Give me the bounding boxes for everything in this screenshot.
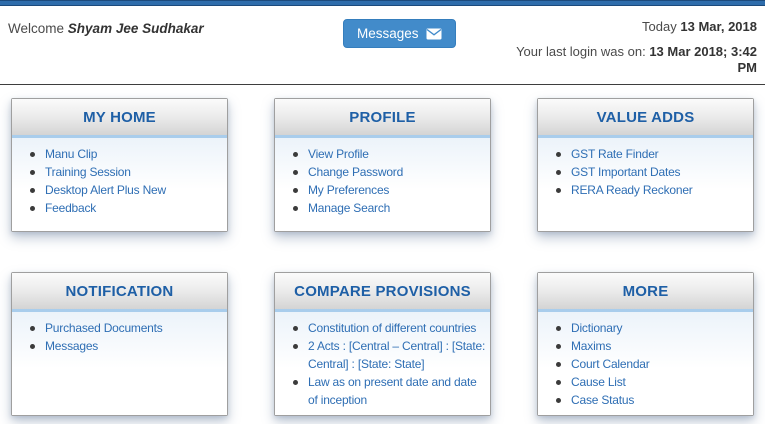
panel-link[interactable]: View Profile (293, 145, 486, 163)
panel-title: PROFILE (349, 108, 416, 126)
panel-link[interactable]: Training Session (30, 163, 223, 181)
panel: MY HOME Manu Clip Training Session Desktop… (11, 98, 228, 232)
last-login-prefix: Your last login was on: (516, 44, 646, 59)
header-divider (0, 84, 765, 85)
last-login-value: 13 Mar 2018; 3:42 PM (649, 44, 757, 75)
top-strip (0, 0, 765, 6)
last-login-line: Your last login was on: 13 Mar 2018; 3:4… (505, 44, 757, 76)
panel: MORE Dictionary Maxims Court Calendar Cause… (537, 272, 754, 416)
panel-link[interactable]: Desktop Alert Plus New (30, 181, 223, 199)
panel-list: GST Rate Finder GST Important Dates RERA R… (538, 138, 753, 231)
panel-link[interactable]: Purchased Documents (30, 319, 223, 337)
panel-link[interactable]: Maxims (556, 337, 749, 355)
panel-list: Manu Clip Training Session Desktop Alert P… (12, 138, 227, 231)
today-prefix: Today (642, 19, 677, 34)
panel-list: Constitution of different countries 2 Act… (275, 312, 490, 415)
panel-list: Dictionary Maxims Court Calendar Cause List… (538, 312, 753, 415)
panel-link[interactable]: Law as on present date and date of incep… (293, 373, 486, 409)
panel-list: View Profile Change Password My Preference… (275, 138, 490, 231)
panel-link[interactable]: 2 Acts : [Central – Central] : [State: C… (293, 337, 486, 373)
panel: NOTIFICATION Purchased Documents Messages (11, 272, 228, 416)
panel-header: COMPARE PROVISIONS (275, 273, 490, 312)
panel-link[interactable]: Feedback (30, 199, 223, 217)
panel-link[interactable]: Court Calendar (556, 355, 749, 373)
login-info: Today 13 Mar, 2018 Your last login was o… (505, 19, 757, 76)
panel-link[interactable]: GST Rate Finder (556, 145, 749, 163)
messages-button-label: Messages (357, 26, 419, 41)
panel-header: NOTIFICATION (12, 273, 227, 312)
panel-link[interactable]: RERA Ready Reckoner (556, 181, 749, 199)
panel-header: PROFILE (275, 99, 490, 138)
panel-link[interactable]: Change Password (293, 163, 486, 181)
panel-header: MY HOME (12, 99, 227, 138)
panel-link[interactable]: Manu Clip (30, 145, 223, 163)
welcome-prefix: Welcome (8, 21, 65, 36)
panel-link[interactable]: Constitution of different countries (293, 319, 486, 337)
panel-list: Purchased Documents Messages (12, 312, 227, 415)
envelope-icon (426, 28, 442, 39)
panel-link[interactable]: My Preferences (293, 181, 486, 199)
today-date: 13 Mar, 2018 (680, 19, 757, 34)
panel-title: COMPARE PROVISIONS (294, 282, 471, 300)
panel-link[interactable]: Cause List (556, 373, 749, 391)
panel-title: MY HOME (83, 108, 156, 126)
panel-grid: MY HOME Manu Clip Training Session Desktop… (0, 85, 765, 416)
panel: PROFILE View Profile Change Password My Pr… (274, 98, 491, 232)
panel-header: MORE (538, 273, 753, 312)
today-line: Today 13 Mar, 2018 (505, 19, 757, 35)
header-bar: Welcome Shyam Jee Sudhakar Messages Toda… (0, 6, 765, 84)
panel-title: VALUE ADDS (596, 108, 695, 126)
panel-header: VALUE ADDS (538, 99, 753, 138)
user-name: Shyam Jee Sudhakar (67, 21, 204, 36)
panel-title: NOTIFICATION (65, 282, 174, 300)
panel-title: MORE (622, 282, 669, 300)
panel: COMPARE PROVISIONS Constitution of diffe… (274, 272, 491, 416)
panel-link[interactable]: Messages (30, 337, 223, 355)
panel: VALUE ADDS GST Rate Finder GST Important … (537, 98, 754, 232)
messages-button[interactable]: Messages (343, 19, 456, 48)
panel-link[interactable]: GST Important Dates (556, 163, 749, 181)
panel-link[interactable]: Manage Search (293, 199, 486, 217)
panel-link[interactable]: Dictionary (556, 319, 749, 337)
panel-link[interactable]: Case Status (556, 391, 749, 409)
welcome-text: Welcome Shyam Jee Sudhakar (8, 19, 757, 36)
